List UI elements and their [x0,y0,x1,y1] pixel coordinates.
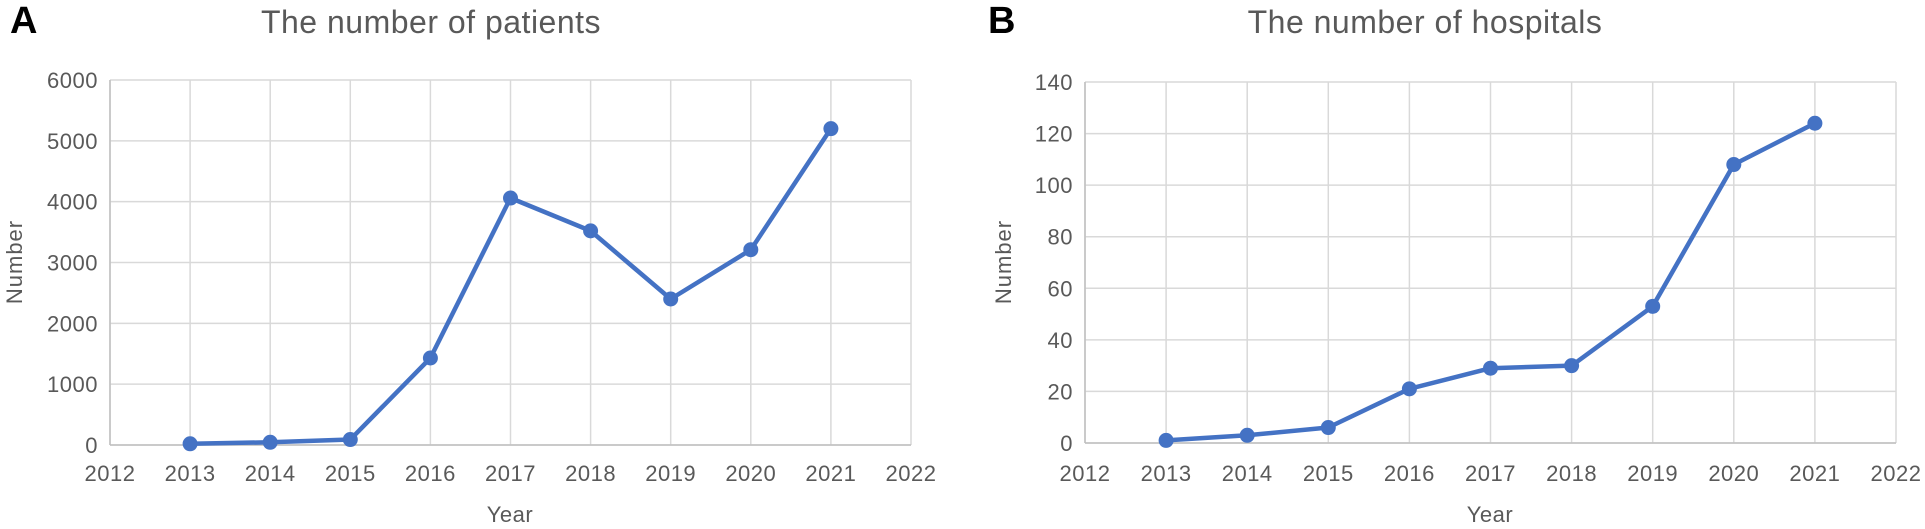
x-tick-label: 2022 [886,461,937,486]
y-tick-label: 0 [1060,431,1073,456]
chart-a-title: The number of patients [260,4,602,40]
data-point [1807,115,1823,131]
x-tick-label: 2017 [485,461,536,486]
chart-b-x-axis-title: Year [1466,502,1514,527]
x-tick-label: 2013 [1141,461,1192,486]
panel-letter-b: B [988,0,1016,42]
y-tick-label: 40 [1048,328,1073,353]
y-tick-label: 80 [1048,225,1073,250]
x-tick-label: 2015 [325,461,376,486]
data-point [1645,298,1661,314]
x-tick-label: 2016 [1384,461,1435,486]
data-point [743,242,759,258]
data-point [583,223,599,239]
x-tick-label: 2020 [725,461,776,486]
x-tick-label: 2019 [645,461,696,486]
y-tick-label: 1000 [47,372,98,397]
chart-b-title: The number of hospitals [1247,4,1603,40]
y-tick-label: 6000 [47,68,98,93]
x-tick-label: 2018 [565,461,616,486]
data-point [663,291,679,307]
x-tick-label: 2021 [1789,461,1840,486]
x-tick-label: 2021 [805,461,856,486]
y-tick-label: 5000 [47,129,98,154]
x-tick-label: 2020 [1708,461,1759,486]
x-tick-label: 2017 [1465,461,1516,486]
x-tick-label: 2012 [1060,461,1111,486]
x-tick-label: 2019 [1627,461,1678,486]
data-point [1483,360,1498,376]
data-point [342,432,358,448]
y-tick-label: 4000 [47,190,98,215]
panel-letter-a: A [10,0,38,42]
chart-a-x-axis-title: Year [486,502,534,527]
y-tick-label: 120 [1035,122,1073,147]
y-tick-label: 2000 [47,311,98,336]
data-point [1158,432,1174,448]
data-point [262,434,278,450]
x-tick-label: 2014 [245,461,296,486]
data-point [823,121,839,137]
y-tick-label: 140 [1035,70,1073,95]
data-point [1239,427,1255,443]
y-tick-label: 0 [85,433,98,458]
x-tick-label: 2016 [405,461,456,486]
data-point [1726,157,1742,173]
data-point [1564,358,1580,374]
y-tick-label: 20 [1048,379,1073,404]
x-tick-label: 2012 [85,461,136,486]
data-point [1401,381,1417,397]
x-tick-label: 2018 [1546,461,1597,486]
data-point [182,436,198,452]
x-tick-label: 2015 [1303,461,1354,486]
y-tick-label: 100 [1035,173,1073,198]
chart-b-plot: 0 20 40 60 80 100 120 140 2012 2013 2014 2015 2016 20… [1035,70,1922,486]
y-tick-label: 3000 [47,251,98,276]
x-tick-label: 2013 [165,461,216,486]
data-point [1320,420,1336,436]
x-tick-label: 2014 [1222,461,1273,486]
x-tick-label: 2022 [1871,461,1922,486]
data-point [422,350,438,366]
chart-a-plot: 0 1000 2000 3000 4000 5000 6000 2012 2013 2014 201… [47,68,937,486]
panel-patients: A The number of patients Number Year 0 10… [0,0,962,529]
y-tick-label: 60 [1048,276,1073,301]
data-point [503,190,518,206]
